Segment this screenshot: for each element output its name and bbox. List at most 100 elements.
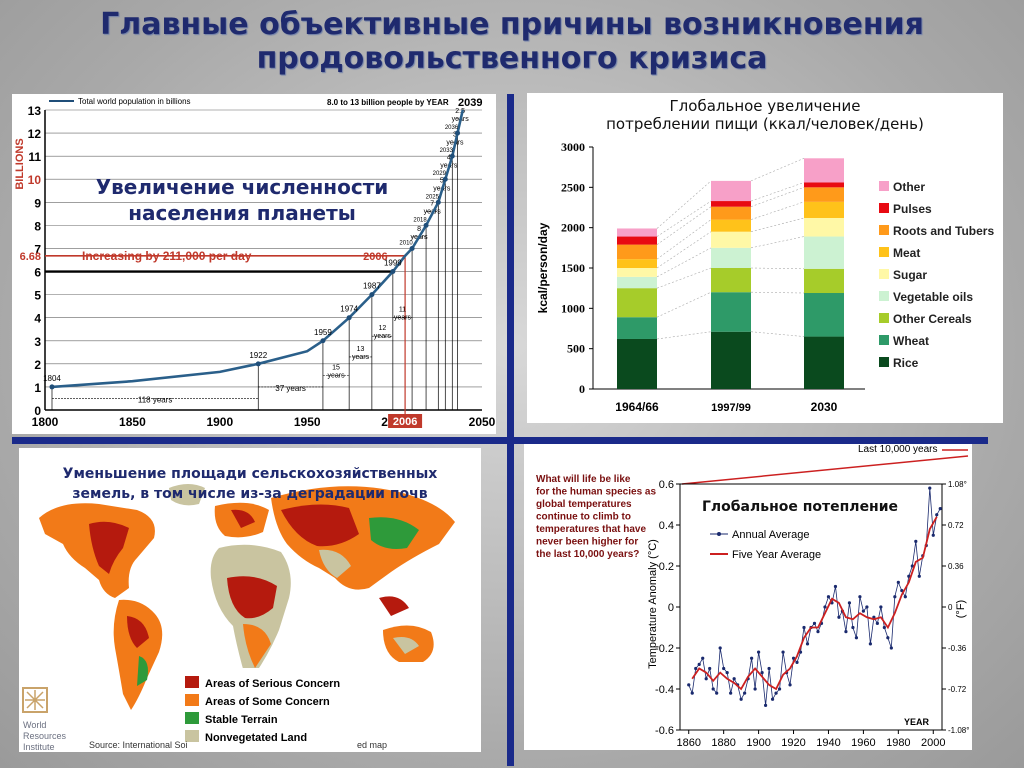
population-heading-line-1: Увеличение численности: [95, 175, 389, 199]
warming-y-tick-label: -0.6: [655, 725, 674, 737]
population-interval-label: 15: [332, 364, 340, 371]
warming-annual-point: [889, 646, 893, 650]
map-south-america-serious: [127, 616, 149, 648]
food-bar-segment: [617, 288, 657, 318]
population-x-tick-label: 1850: [119, 415, 146, 429]
population-milestone-year: 2025: [426, 194, 440, 200]
warming-annual-point: [722, 666, 726, 671]
warming-annual-point: [907, 574, 911, 578]
population-background: [12, 94, 496, 434]
food-bar-segment: [617, 338, 657, 389]
warming-y-axis-label: Temperature Anomaly (°C): [647, 539, 659, 669]
warming-annual-point: [802, 625, 806, 630]
warming-annual-point: [704, 677, 708, 681]
population-interval-label: 3: [453, 131, 457, 138]
warming-annual-point: [781, 650, 785, 654]
warming-right-tick-label: 0.36: [948, 562, 964, 571]
food-bar-segment: [711, 180, 751, 202]
food-legend-swatch: [879, 357, 889, 367]
vertical-divider: [507, 94, 514, 766]
map-legend-swatch: [185, 676, 199, 688]
warming-annual-point: [767, 666, 771, 671]
population-y-tick-label: 11: [28, 150, 41, 164]
food-legend-swatch: [879, 313, 889, 323]
population-y-tick-label: 12: [28, 127, 42, 141]
food-y-tick-label: 2000: [561, 221, 585, 235]
population-milestone-point: [409, 245, 415, 251]
population-milestone-point: [49, 384, 55, 390]
population-interval-unit: years: [394, 315, 412, 322]
warming-y-tick-label: 0.4: [659, 520, 674, 532]
warming-annual-point: [928, 486, 932, 490]
warming-annual-point: [718, 646, 722, 650]
food-legend-swatch: [879, 335, 889, 345]
warming-annual-point: [729, 691, 733, 695]
food-legend-label: Meat: [893, 246, 920, 260]
population-highlight-label: Increasing by 211,000 per day: [82, 249, 252, 263]
warming-annual-point: [872, 615, 876, 619]
map-legend-label: Nonvegetated Land: [205, 732, 307, 744]
food-bar-segment: [711, 292, 751, 332]
warming-banner-label: Last 10,000 years: [858, 444, 938, 455]
population-milestone-year: 1974: [340, 305, 358, 314]
warming-question-line: global temperatures: [536, 499, 632, 510]
food-y-tick-label: 500: [567, 342, 585, 356]
warming-right-tick-label: -0.36: [948, 644, 967, 653]
food-legend-swatch: [879, 247, 889, 257]
warming-annual-point: [770, 697, 775, 701]
population-highlight-year: 2006: [363, 251, 387, 263]
population-interval-label: 11: [399, 307, 406, 314]
warming-x-tick-label: 1980: [886, 737, 910, 749]
warming-annual-point: [893, 595, 897, 599]
food-bar-segment: [804, 293, 844, 337]
map-south-america: [113, 599, 163, 710]
warming-x-tick-label: 2000: [921, 737, 945, 749]
map-legend-label: Stable Terrain: [205, 714, 278, 726]
food-bar-segment: [711, 231, 751, 248]
food-heading-line-1: Глобальное увеличение: [669, 97, 861, 115]
population-milestone-point: [346, 315, 352, 321]
population-interval-unit: years: [327, 372, 345, 379]
warming-annual-point: [708, 666, 712, 671]
warming-annual-point: [795, 660, 799, 664]
warming-annual-point: [812, 621, 817, 625]
horizontal-divider: [12, 437, 988, 444]
warming-annual-point: [750, 656, 754, 660]
warming-question-line: continue to climb to: [536, 512, 631, 523]
warming-annual-point: [788, 683, 792, 687]
food-heading-line-2: потреблении пищи (ккал/человек/день): [606, 115, 924, 133]
map-legend-label: Areas of Serious Concern: [205, 678, 340, 690]
warming-annual-point: [858, 595, 862, 599]
food-connector: [656, 219, 712, 260]
warming-x-axis-label: YEAR: [904, 717, 930, 727]
warming-y-tick-label: -0.2: [655, 643, 674, 655]
title-line-2: продовольственного кризиса: [256, 41, 768, 76]
warming-panel: Last 10,000 years What will life be like f…: [524, 444, 972, 750]
population-milestone-year: 2018: [413, 217, 427, 223]
land-panel: Areas of Serious Concern Areas of Some Co…: [19, 448, 481, 752]
warming-annual-point: [900, 589, 904, 593]
warming-annual-point: [917, 574, 921, 578]
food-connector: [750, 331, 805, 337]
food-legend-swatch: [879, 269, 889, 279]
map-north-america-serious: [89, 521, 129, 574]
soil-degradation-map: Areas of Serious Concern Areas of Some Co…: [19, 448, 481, 752]
population-top-year: 2039: [458, 97, 482, 109]
warming-annual-point: [879, 605, 883, 609]
map-asia-stable: [369, 517, 419, 549]
population-interval-label: 8: [417, 226, 421, 233]
warming-question-line: for the human species as: [536, 487, 656, 498]
population-heading-line-2: населения планеты: [128, 201, 356, 225]
food-connector: [750, 201, 805, 220]
population-y-tick-label: 4: [34, 312, 41, 326]
population-legend-label: Total world population in billions: [78, 97, 191, 106]
population-x-tick-label: 2050: [469, 415, 496, 429]
warming-annual-point: [805, 642, 810, 646]
warming-annual-point: [847, 601, 852, 605]
food-legend-label: Vegetable oils: [893, 290, 973, 304]
warming-annual-point: [896, 580, 900, 584]
population-x-tick-label: 1950: [294, 415, 321, 429]
warming-annual-point: [865, 605, 869, 609]
food-legend-label: Other: [893, 180, 925, 194]
food-x-tick-label: 2030: [811, 400, 838, 414]
